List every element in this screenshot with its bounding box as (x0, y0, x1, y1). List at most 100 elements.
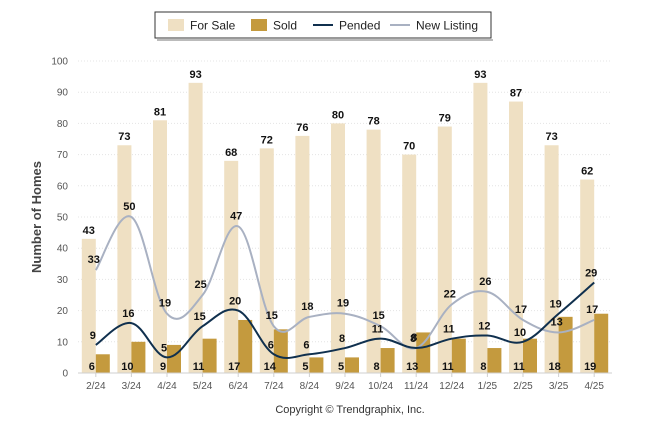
label-for-sale: 78 (367, 116, 379, 128)
label-for-sale: 73 (118, 131, 130, 143)
label-pended: 20 (229, 296, 241, 308)
label-pended: 8 (410, 333, 416, 345)
label-for-sale: 68 (225, 147, 237, 159)
bar-sold (273, 329, 288, 373)
label-sold: 8 (374, 361, 380, 373)
label-sold: 5 (338, 361, 344, 373)
label-new-listing: 22 (444, 288, 456, 300)
label-for-sale: 70 (403, 141, 415, 153)
label-sold: 11 (442, 361, 454, 373)
bar-for-sale (509, 101, 523, 373)
bar-for-sale (224, 160, 239, 373)
label-new-listing: 17 (586, 304, 598, 316)
label-sold: 14 (264, 361, 277, 373)
label-for-sale: 76 (296, 122, 308, 134)
label-new-listing: 15 (372, 310, 384, 322)
x-tick-label: 3/25 (549, 381, 569, 392)
y-tick-label: 0 (62, 369, 68, 380)
y-tick-label: 100 (51, 57, 68, 68)
label-sold: 5 (302, 361, 308, 373)
y-tick-label: 10 (57, 337, 69, 348)
x-tick-label: 3/24 (122, 381, 142, 392)
y-tick-label: 50 (57, 213, 69, 224)
label-sold: 10 (121, 361, 133, 373)
label-pended: 6 (303, 339, 309, 351)
x-tick-label: 1/25 (478, 381, 498, 392)
bar-sold (95, 354, 110, 373)
bar-for-sale (153, 120, 167, 373)
legend-label: For Sale (190, 19, 236, 33)
label-new-listing: 8 (411, 332, 417, 344)
label-for-sale: 72 (261, 134, 273, 146)
bar-for-sale (331, 123, 345, 374)
x-tick-label: 9/24 (335, 381, 355, 392)
bar-sold (345, 357, 359, 373)
bar-for-sale (188, 82, 203, 373)
label-sold: 18 (548, 361, 560, 373)
y-axis-title: Number of Homes (29, 161, 44, 273)
line-new-listing (94, 215, 595, 350)
label-sold: 8 (480, 361, 486, 373)
label-for-sale: 73 (545, 131, 557, 143)
bar-sold (487, 348, 502, 373)
label-pended: 11 (372, 324, 384, 336)
label-new-listing: 18 (301, 301, 313, 313)
label-for-sale: 43 (83, 225, 95, 237)
label-new-listing: 25 (194, 279, 206, 291)
bar-sold (451, 338, 466, 373)
y-tick-label: 70 (57, 150, 69, 161)
label-pended: 10 (514, 327, 526, 339)
line-layer (94, 215, 595, 360)
x-tick-label: 2/24 (86, 381, 106, 392)
bar-for-sale (544, 145, 559, 373)
label-for-sale: 79 (439, 113, 451, 125)
label-new-listing: 26 (479, 276, 491, 288)
label-for-sale: 81 (154, 106, 166, 118)
label-new-listing: 15 (266, 310, 278, 322)
x-tick-label: 5/24 (193, 381, 213, 392)
bar-sold (167, 344, 181, 373)
line-pended (95, 281, 595, 360)
y-tick-label: 60 (57, 181, 69, 192)
label-pended: 19 (549, 299, 561, 311)
bar-for-sale (117, 145, 132, 373)
label-new-listing: 17 (515, 304, 527, 316)
x-tick-label: 6/24 (228, 381, 248, 392)
bar-for-sale (295, 135, 310, 373)
legend: For Sale Sold Pended New Listing (154, 11, 493, 41)
label-pended: 11 (443, 324, 455, 336)
bar-sold (380, 348, 395, 373)
legend-swatch (251, 19, 267, 31)
bar-sold (594, 313, 609, 373)
y-tick-label: 40 (57, 244, 69, 255)
bar-sold (416, 332, 431, 373)
legend-label: New Listing (416, 19, 478, 33)
label-pended: 12 (478, 321, 490, 333)
label-new-listing: 33 (88, 254, 100, 266)
bar-sold (238, 319, 253, 373)
label-sold: 19 (584, 361, 596, 373)
label-sold: 17 (228, 361, 240, 373)
label-pended: 16 (122, 308, 134, 320)
x-tick-label: 11/24 (404, 381, 429, 392)
x-tick-label: 4/24 (157, 381, 177, 392)
bar-for-sale (402, 154, 417, 373)
bar-for-sale (437, 126, 452, 374)
label-for-sale: 93 (474, 69, 486, 81)
label-sold: 11 (513, 361, 525, 373)
bar-for-sale (81, 238, 96, 373)
bar-for-sale (366, 129, 381, 373)
copyright-credit: Copyright © Trendgraphix, Inc. (275, 404, 424, 416)
label-sold: 6 (89, 361, 95, 373)
label-pended: 8 (339, 333, 345, 345)
label-new-listing: 50 (123, 201, 135, 213)
label-sold: 11 (193, 361, 205, 373)
x-tick-label: 7/24 (264, 381, 284, 392)
label-pended: 6 (268, 339, 274, 351)
label-sold: 9 (160, 361, 166, 373)
bar-for-sale (259, 148, 274, 373)
x-tick-label: 8/24 (300, 381, 320, 392)
